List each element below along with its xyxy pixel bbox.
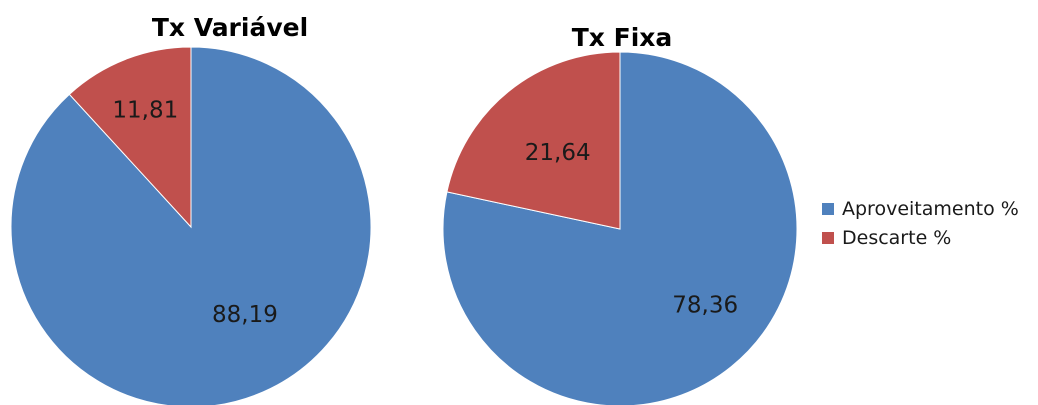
chart-title-tx-variavel: Tx Variável <box>152 13 308 42</box>
chart-title-tx-fixa: Tx Fixa <box>572 23 673 52</box>
legend-swatch-aproveitamento <box>822 203 834 215</box>
data-label-aproveitamento-tx-variavel: 88,19 <box>212 302 278 328</box>
pie-chart-tx-variavel: Tx Variável 88,19 11,81 <box>10 13 372 405</box>
legend-swatch-descarte <box>822 232 834 244</box>
data-label-descarte-tx-fixa: 21,64 <box>525 140 591 166</box>
pie-slice-aproveitamento-tx-variavel <box>10 46 372 405</box>
legend-label-descarte: Descarte % <box>842 227 951 249</box>
pie-slice-descarte-tx-fixa <box>446 51 621 230</box>
pie-slice-descarte-tx-variavel <box>68 46 192 229</box>
data-label-aproveitamento-tx-fixa: 78,36 <box>672 293 738 319</box>
data-label-descarte-tx-variavel: 11,81 <box>112 98 178 124</box>
legend: Aproveitamento % Descarte % <box>822 198 1019 249</box>
pie-chart-tx-fixa: Tx Fixa 78,36 21,64 <box>442 23 798 405</box>
legend-label-aproveitamento: Aproveitamento % <box>842 198 1019 220</box>
